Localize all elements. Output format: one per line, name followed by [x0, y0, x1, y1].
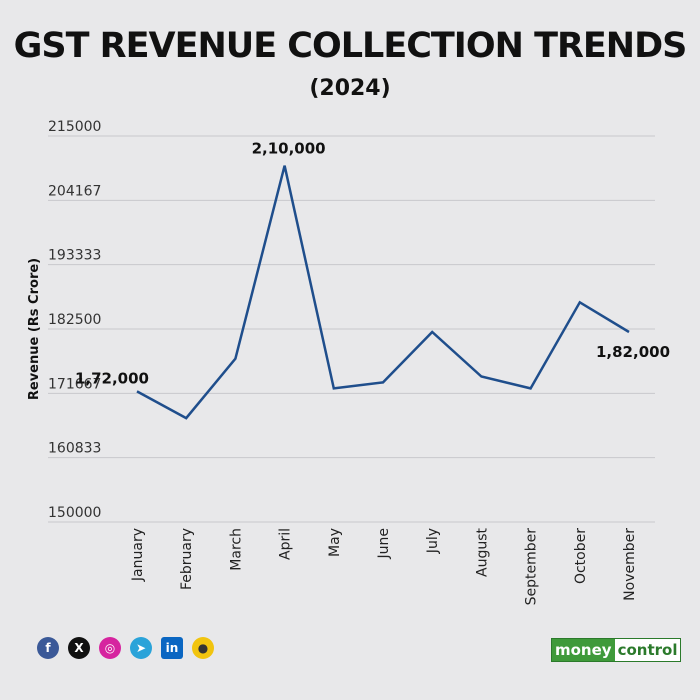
x-tick-label: January — [130, 528, 146, 582]
x-tick-label: August — [474, 527, 490, 577]
x-tick-label: March — [228, 528, 244, 571]
x-tick-label: May — [327, 528, 343, 557]
facebook-icon[interactable]: f — [37, 637, 59, 659]
telegram-icon[interactable]: ➤ — [130, 637, 152, 659]
brand-part-money: money — [552, 639, 615, 661]
koo-icon[interactable]: ● — [192, 637, 214, 659]
linkedin-icon[interactable]: in — [161, 637, 183, 659]
brand-part-control: control — [614, 639, 681, 661]
x-icon[interactable]: X — [68, 637, 90, 659]
data-label: 1,82,000 — [596, 343, 670, 361]
series-points — [136, 165, 630, 419]
x-tick-label: July — [425, 528, 441, 554]
y-tick-label: 171667 — [48, 376, 101, 392]
y-tick-label: 150000 — [48, 505, 101, 521]
y-tick-label: 193333 — [48, 248, 101, 264]
y-axis-label: Revenue (Rs Crore) — [27, 258, 42, 400]
y-axis-ticks: 150000 160833 171667 182500 193333 204167 2150… — [48, 119, 101, 521]
social-icons: f X ◎ ➤ in ● — [37, 637, 214, 659]
x-axis-ticks: January February March April May June July Augu… — [130, 527, 638, 605]
x-tick-label: September — [524, 528, 540, 606]
gridlines — [48, 135, 655, 523]
chart-title: GST REVENUE COLLECTION TRENDS — [13, 26, 688, 66]
instagram-icon[interactable]: ◎ — [99, 637, 121, 659]
y-tick-label: 204167 — [48, 183, 101, 199]
moneycontrol-logo: money control — [551, 638, 682, 662]
series-line — [136, 165, 630, 420]
y-tick-label: 182500 — [48, 312, 101, 328]
chart-subtitle: (2024) — [309, 76, 391, 101]
x-tick-label: February — [179, 528, 195, 590]
x-tick-label: June — [376, 528, 392, 560]
x-tick-label: October — [573, 528, 589, 584]
data-labels: 1,72,000 2,10,000 1,82,000 — [75, 140, 670, 388]
x-tick-label: April — [278, 528, 294, 560]
x-tick-label: November — [622, 528, 638, 601]
y-tick-label: 160833 — [48, 441, 101, 457]
data-label: 1,72,000 — [75, 369, 149, 387]
y-tick-label: 215000 — [48, 119, 101, 135]
data-label: 2,10,000 — [252, 140, 326, 158]
